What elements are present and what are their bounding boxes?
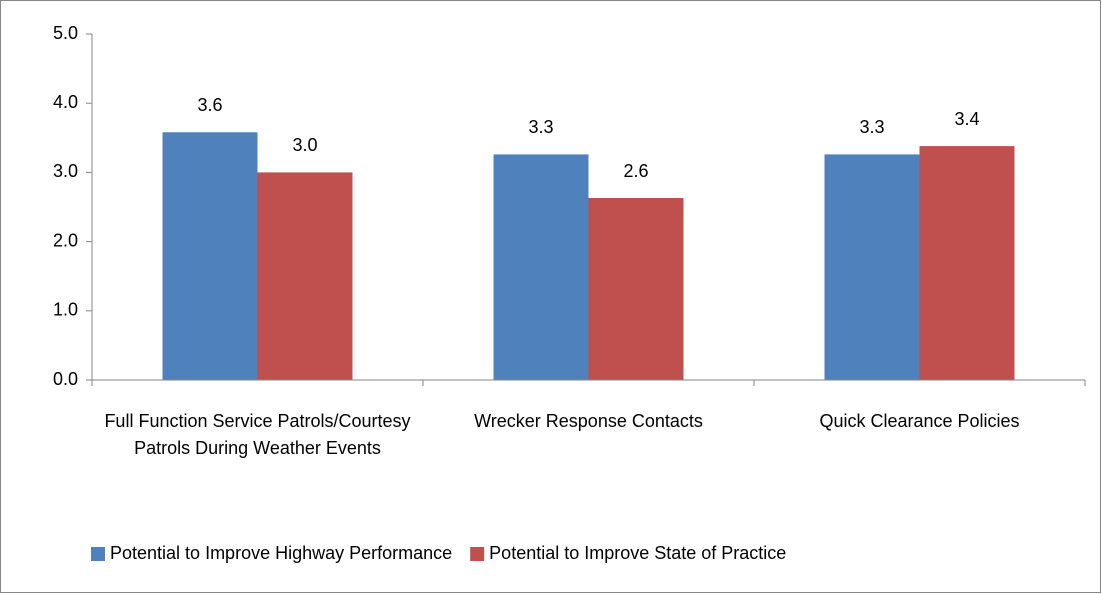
data-label: 3.0: [292, 135, 317, 155]
data-label: 3.6: [197, 95, 222, 115]
data-label: 3.3: [528, 117, 553, 137]
y-tick-label: 4.0: [53, 92, 78, 112]
x-tick-label: Wrecker Response Contacts: [474, 411, 703, 431]
x-tick-label: Full Function Service Patrols/Courtesy P…: [104, 411, 411, 458]
y-tick-label: 2.0: [53, 230, 78, 250]
bar: [588, 198, 684, 380]
y-tick-label: 3.0: [53, 161, 78, 181]
y-tick-label: 5.0: [53, 23, 78, 43]
bar: [919, 146, 1015, 380]
legend-label: Potential to Improve Highway Performance: [110, 543, 452, 563]
data-label: 3.3: [859, 117, 884, 137]
data-label: 2.6: [623, 161, 648, 181]
legend-swatch: [91, 547, 105, 561]
bar: [493, 154, 589, 380]
data-label: 3.4: [954, 109, 979, 129]
y-tick-label: 0.0: [53, 369, 78, 389]
bar: [162, 132, 258, 380]
y-tick-label: 1.0: [53, 300, 78, 320]
x-tick-label: Quick Clearance Policies: [819, 411, 1020, 431]
bar: [824, 154, 920, 380]
legend-label: Potential to Improve State of Practice: [489, 543, 786, 563]
legend-swatch: [470, 547, 485, 561]
bar: [257, 172, 353, 380]
